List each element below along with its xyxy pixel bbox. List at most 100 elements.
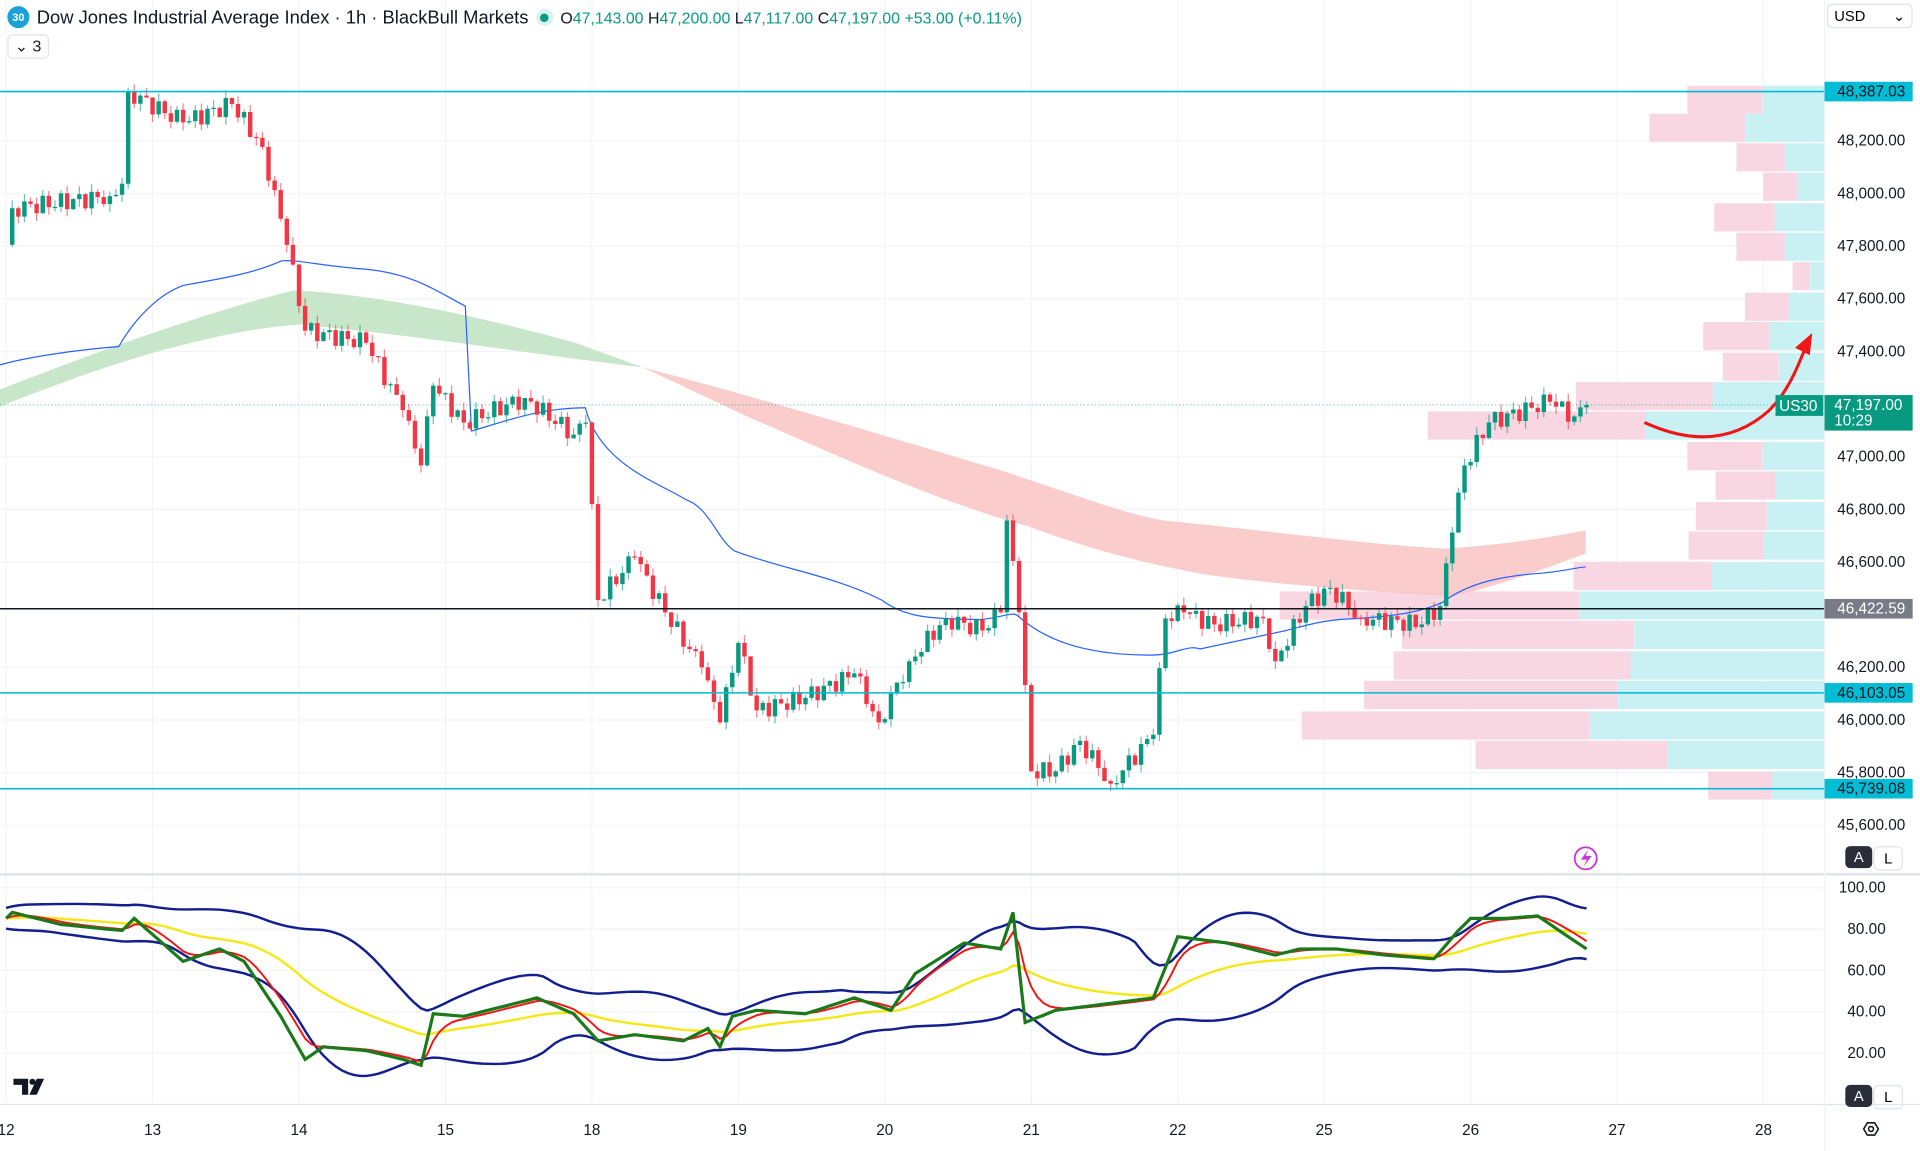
candle-body: [1004, 520, 1010, 613]
candle-body: [223, 97, 229, 118]
candle-body: [1126, 755, 1132, 771]
level-price-tag: [1824, 683, 1913, 703]
candle-body: [138, 95, 143, 104]
candle-body: [1132, 755, 1138, 765]
volume-profile-bar-buy: [1774, 203, 1825, 232]
chart-title[interactable]: Dow Jones Industrial Average Index · 1h …: [36, 6, 529, 28]
candle-body: [1187, 612, 1193, 614]
candle-body: [119, 183, 125, 195]
price-tick-label: 46,000.00: [1837, 712, 1905, 729]
candle-body: [290, 244, 296, 265]
candle-body: [1016, 560, 1022, 613]
lightning-alert-icon[interactable]: [1573, 846, 1598, 871]
candle-body: [1047, 762, 1052, 777]
candle-body: [71, 199, 76, 210]
candle-body: [321, 332, 326, 342]
candle-body: [1352, 608, 1357, 618]
candle-body: [900, 682, 906, 684]
candle-body: [730, 672, 735, 688]
auto-scale-button[interactable]: A: [1845, 846, 1873, 869]
price-tick-label: 46,800.00: [1837, 501, 1905, 518]
time-tick-label: 25: [1316, 1122, 1333, 1139]
oscillator-signal-line: [6, 916, 1587, 1036]
candle-body: [1450, 532, 1455, 564]
volume-profile-bar-sell: [1695, 502, 1767, 531]
price-tick-label: 45,600.00: [1837, 817, 1905, 834]
candle-body: [156, 101, 161, 115]
candle-body: [516, 396, 521, 410]
volume-profile-bar-buy: [1762, 442, 1825, 471]
low-value: 47,117.00: [743, 7, 814, 27]
indicators-toggle-button[interactable]: ⌄ 3: [7, 34, 49, 59]
volume-profile-bar-sell: [1649, 113, 1746, 143]
osc-auto-scale-button[interactable]: A: [1845, 1084, 1873, 1107]
candle-body: [1376, 613, 1382, 620]
candle-body: [363, 332, 369, 343]
candle-body: [1096, 750, 1101, 768]
candle-body: [1163, 618, 1168, 669]
candle-body: [339, 331, 344, 346]
candle-body: [1559, 401, 1565, 407]
candle-body: [22, 201, 27, 217]
time-tick-label: 14: [291, 1122, 309, 1139]
ema-band-bearish: [642, 367, 1586, 597]
candle-body: [595, 504, 601, 600]
candle-body: [498, 401, 503, 416]
candle-body: [766, 702, 772, 717]
candle-body: [1169, 618, 1174, 621]
candle-body: [931, 630, 936, 640]
time-axis[interactable]: 12 13 14 15 18 19 20 21 22 25 26 27 28: [0, 1122, 1772, 1139]
candle-body: [949, 618, 955, 630]
candle-body: [1468, 462, 1473, 466]
countdown-label: 10:29: [1834, 413, 1872, 430]
price-tick-label: 46,600.00: [1837, 554, 1905, 571]
volume-profile-bar-buy: [1796, 172, 1825, 201]
volume-profile-bar-sell: [1763, 172, 1797, 201]
tradingview-logo[interactable]: [13, 1078, 45, 1095]
chevron-down-icon: ⌄: [1892, 7, 1906, 25]
price-levels: [0, 90, 1825, 790]
candle-body: [1279, 650, 1284, 662]
volume-profile-bar-buy: [1784, 143, 1825, 172]
oscillator-axis[interactable]: 100.00 80.00 60.00 40.00 20.00: [1839, 880, 1886, 1062]
candle-body: [992, 609, 997, 629]
osc-log-scale-button[interactable]: L: [1873, 1084, 1903, 1110]
osc-tick-label: 20.00: [1847, 1045, 1885, 1062]
settings-gear-icon[interactable]: [1862, 1122, 1880, 1136]
currency-select[interactable]: USD ⌄: [1826, 3, 1913, 29]
volume-profile-bar-buy: [1630, 651, 1825, 680]
candle-body: [504, 404, 509, 416]
price-tick-label: 47,400.00: [1837, 343, 1905, 360]
symbol-badge[interactable]: 30: [7, 6, 30, 29]
candle-body: [351, 339, 357, 348]
price-axis[interactable]: 48,200.00 48,000.00 47,800.00 47,600.00 47,4…: [1775, 81, 1913, 834]
candle-body: [333, 330, 338, 346]
log-scale-button[interactable]: L: [1873, 846, 1903, 871]
candle-body: [1517, 409, 1522, 422]
candle-body: [955, 616, 961, 630]
candle-body: [1553, 401, 1559, 407]
candle-body: [1425, 609, 1431, 625]
candle-body: [95, 191, 100, 198]
candle-body: [1260, 616, 1266, 619]
candle-body: [1346, 592, 1351, 609]
time-tick-label: 20: [876, 1122, 893, 1139]
candle-body: [553, 420, 558, 425]
candle-body: [455, 410, 460, 417]
candle-body: [601, 599, 607, 601]
candle-body: [736, 642, 741, 673]
candle-body: [650, 575, 656, 599]
candle-body: [266, 146, 271, 181]
candle-body: [1102, 767, 1107, 781]
volume-profile-bar-sell: [1687, 442, 1763, 471]
volume-profile-bar-buy: [1579, 591, 1825, 620]
candle-body: [248, 112, 253, 137]
volume-profile-bar-buy: [1763, 531, 1825, 560]
candle-body: [1419, 624, 1425, 628]
chevron-down-icon: ⌄: [14, 36, 29, 56]
candle-body: [40, 195, 45, 214]
osc-tick-label: 80.00: [1847, 921, 1885, 938]
candle-body: [1382, 613, 1388, 630]
candle-body: [1090, 750, 1095, 759]
